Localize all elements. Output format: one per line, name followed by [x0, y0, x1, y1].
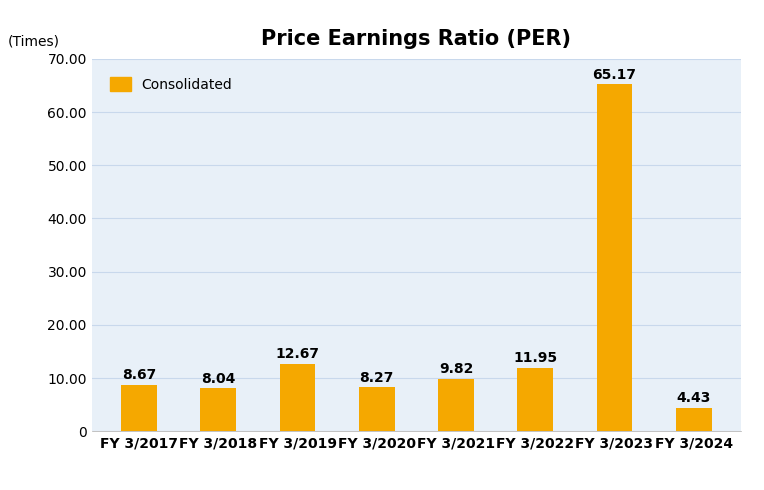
- Text: 4.43: 4.43: [677, 391, 711, 405]
- Text: 8.04: 8.04: [201, 372, 235, 386]
- Bar: [359, 387, 394, 431]
- Bar: [200, 389, 236, 431]
- Bar: [676, 408, 711, 431]
- Title: Price Earnings Ratio (PER): Price Earnings Ratio (PER): [261, 29, 571, 49]
- Text: (Times): (Times): [8, 34, 60, 49]
- Text: 12.67: 12.67: [276, 347, 319, 361]
- Bar: [597, 84, 633, 431]
- Bar: [280, 364, 316, 431]
- Text: 65.17: 65.17: [593, 68, 636, 82]
- Bar: [517, 368, 553, 431]
- Legend: Consolidated: Consolidated: [99, 66, 244, 103]
- Text: 8.67: 8.67: [122, 368, 156, 382]
- Bar: [121, 385, 157, 431]
- Text: 9.82: 9.82: [439, 362, 473, 376]
- Bar: [439, 379, 474, 431]
- Text: 11.95: 11.95: [513, 351, 557, 365]
- Text: 8.27: 8.27: [360, 370, 394, 385]
